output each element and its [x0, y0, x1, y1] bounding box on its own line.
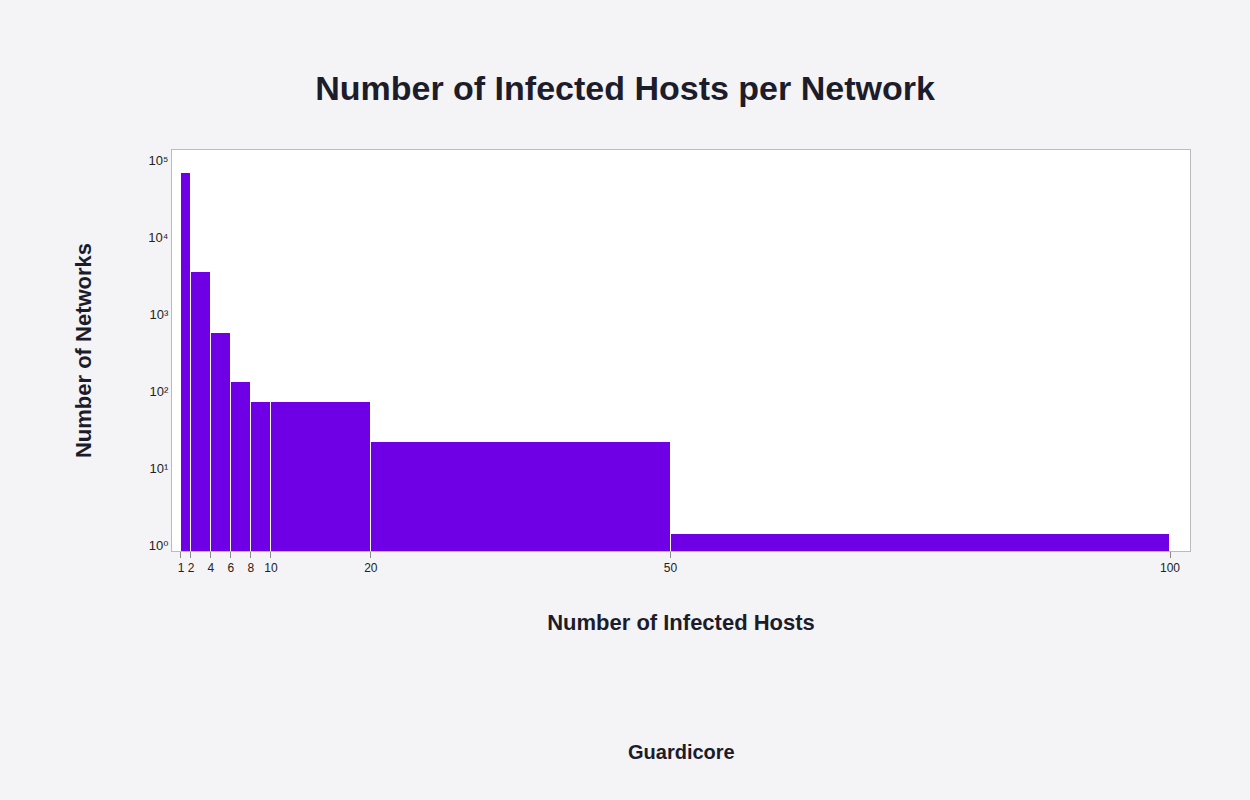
svg-text:Guardicore: Guardicore	[628, 741, 735, 763]
svg-text:50: 50	[664, 561, 678, 575]
svg-text:10⁴: 10⁴	[148, 230, 168, 245]
svg-text:6: 6	[228, 561, 235, 575]
svg-text:10⁰: 10⁰	[149, 538, 169, 553]
svg-text:4: 4	[208, 561, 215, 575]
svg-text:10³: 10³	[150, 307, 169, 322]
svg-text:20: 20	[364, 561, 378, 575]
svg-text:2: 2	[188, 561, 195, 575]
svg-text:10: 10	[264, 561, 278, 575]
svg-text:10²: 10²	[150, 384, 169, 399]
svg-text:8: 8	[248, 561, 255, 575]
svg-text:10¹: 10¹	[150, 461, 169, 476]
svg-text:Number of Infected Hosts: Number of Infected Hosts	[547, 610, 815, 635]
svg-text:100: 100	[1160, 561, 1180, 575]
svg-text:1: 1	[178, 561, 185, 575]
svg-text:Number of Infected Hosts per N: Number of Infected Hosts per Network	[315, 69, 935, 107]
svg-text:Number of Networks: Number of Networks	[71, 243, 96, 458]
svg-text:10⁵: 10⁵	[149, 153, 169, 168]
